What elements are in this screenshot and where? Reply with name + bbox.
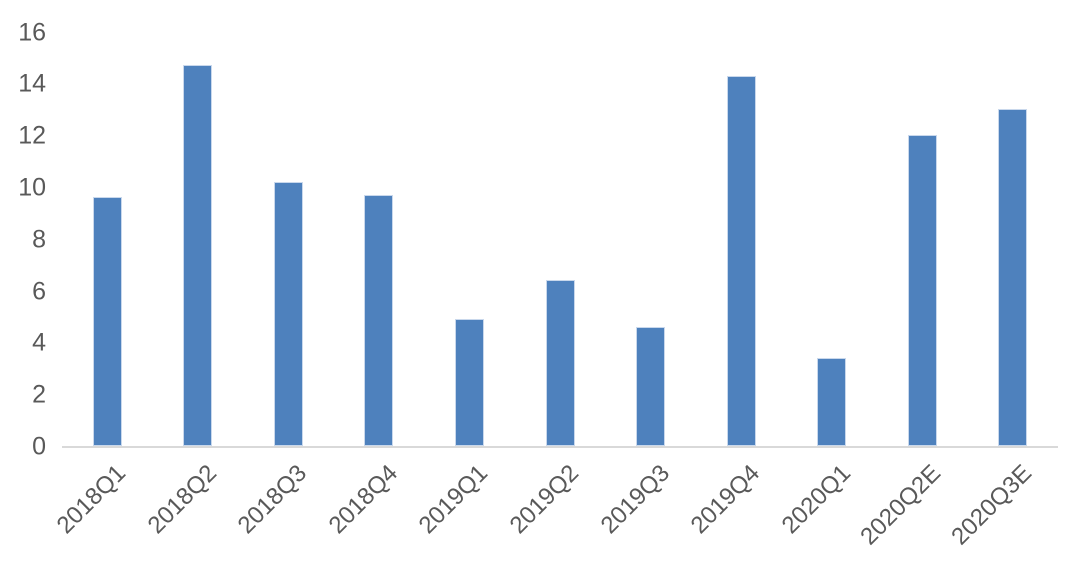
x-tick-label: 2020Q3E (945, 459, 1037, 551)
x-tick-label: 2019Q3 (595, 459, 675, 540)
bar-2019Q4 (727, 76, 756, 446)
y-tick-label: 6 (32, 277, 46, 306)
y-tick-label: 0 (32, 432, 46, 461)
y-tick-label: 14 (18, 69, 46, 98)
y-tick-label: 4 (32, 328, 46, 357)
y-tick-label: 2 (32, 380, 46, 409)
bar-2018Q4 (364, 195, 393, 446)
x-tick-label: 2020Q2E (854, 459, 946, 551)
bar-2020Q1 (817, 358, 846, 446)
x-tick-label: 2019Q2 (504, 459, 584, 540)
x-tick-label: 2018Q4 (323, 459, 403, 540)
x-tick-label: 2020Q1 (776, 459, 856, 540)
x-tick-label: 2019Q4 (685, 459, 765, 540)
bar-2019Q3 (636, 327, 665, 446)
bar-2020Q2E (908, 135, 937, 446)
y-tick-label: 10 (18, 173, 46, 202)
x-tick-label: 2018Q2 (142, 459, 222, 540)
y-tick-label: 16 (18, 18, 46, 47)
x-tick-label: 2019Q1 (413, 459, 493, 540)
x-tick-label: 2018Q1 (51, 459, 131, 540)
bar-2019Q2 (546, 280, 575, 446)
bar-2018Q2 (183, 65, 212, 446)
bar-2018Q1 (93, 197, 122, 446)
x-axis-line (62, 446, 1058, 448)
bar-2020Q3E (998, 109, 1027, 446)
bar-2018Q3 (274, 182, 303, 446)
y-tick-label: 12 (18, 121, 46, 150)
x-tick-label: 2018Q3 (232, 459, 312, 540)
y-tick-label: 8 (32, 225, 46, 254)
bar-2019Q1 (455, 319, 484, 446)
